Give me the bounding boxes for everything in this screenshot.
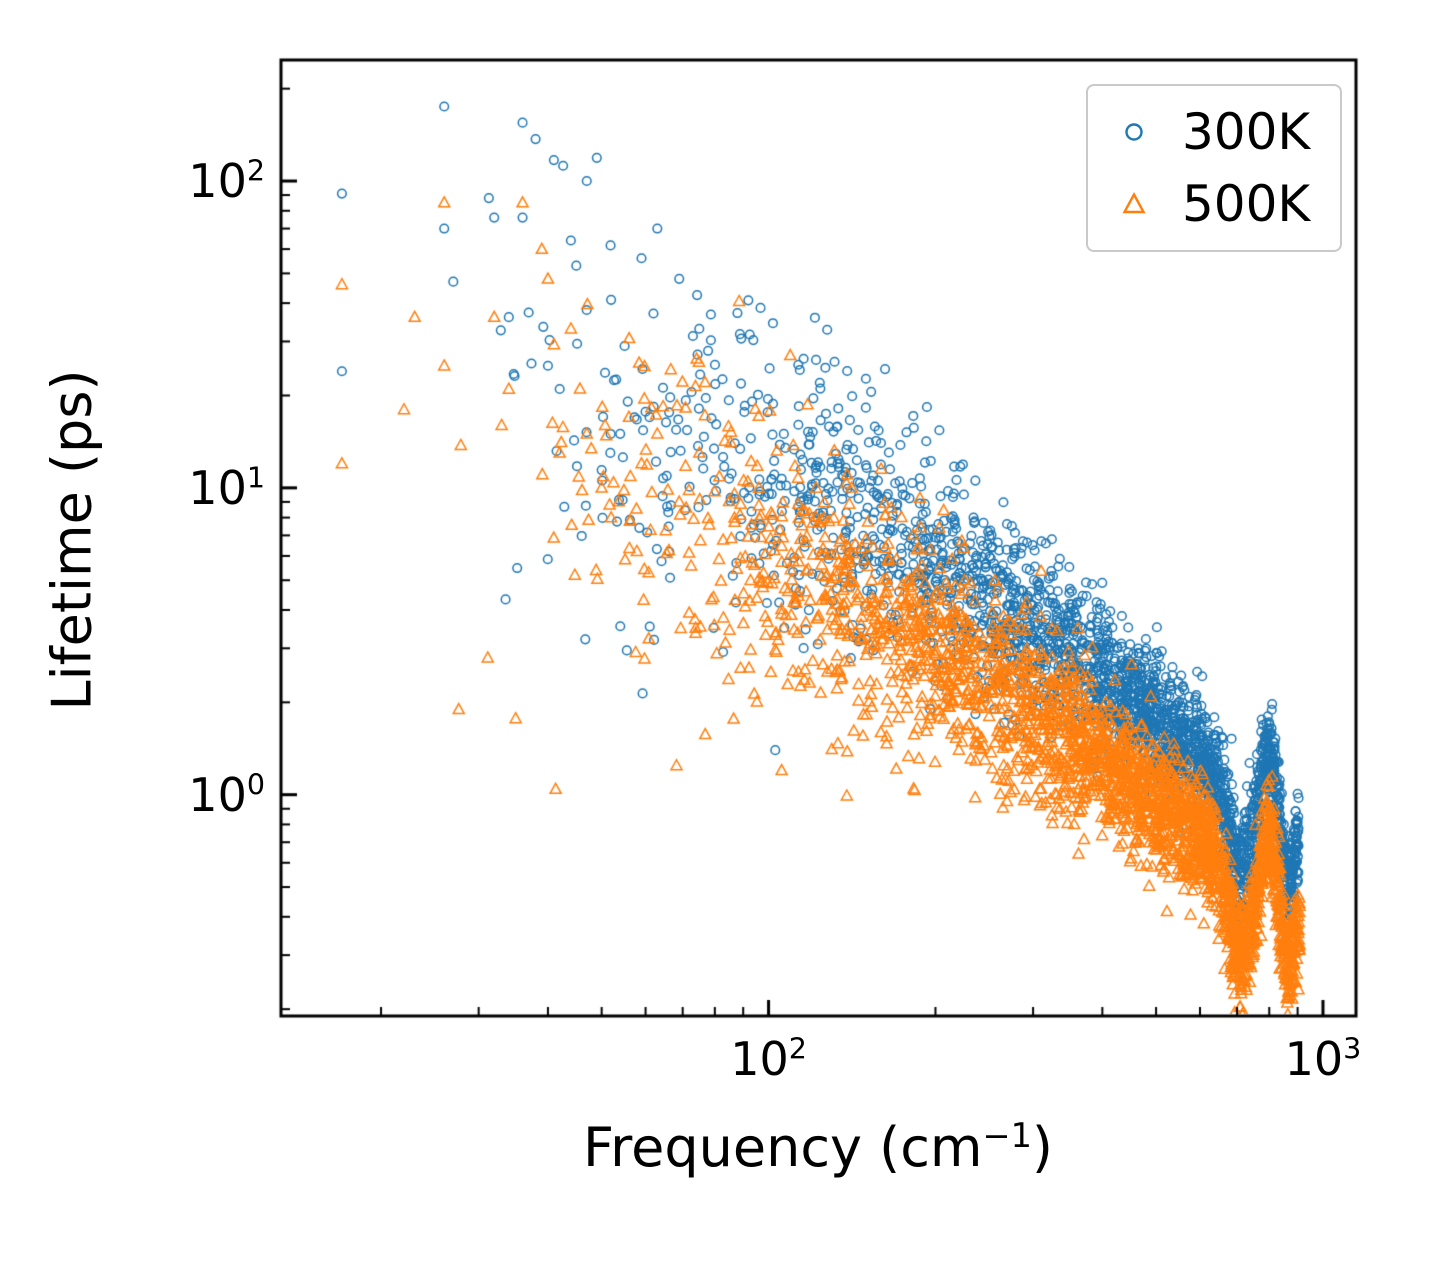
x-tick-label-1000: 103 xyxy=(1284,1032,1362,1086)
legend-label-300k: 300K xyxy=(1182,103,1311,161)
legend-item-500k: 500K xyxy=(1102,172,1310,236)
x-axis-label-superscript: −1 xyxy=(982,1116,1032,1155)
x-axis-label-text: Frequency (cm xyxy=(583,1116,983,1179)
y-tick-label-1: 100 xyxy=(188,767,265,822)
circle-marker-icon xyxy=(1102,118,1166,146)
x-tick-label-100: 102 xyxy=(730,1032,807,1086)
x-axis-label: Frequency (cm−1) xyxy=(583,1116,1053,1179)
legend: 300K 500K xyxy=(1086,84,1343,252)
y-tick-label-100: 102 xyxy=(188,154,265,209)
triangle-marker-icon xyxy=(1102,190,1166,218)
legend-item-300k: 300K xyxy=(1102,100,1310,164)
y-tick-label-10: 101 xyxy=(188,460,265,515)
y-axis-label: Lifetime (ps) xyxy=(40,369,104,711)
legend-label-500k: 500K xyxy=(1182,175,1311,233)
x-axis-label-suffix: ) xyxy=(1031,1116,1053,1179)
